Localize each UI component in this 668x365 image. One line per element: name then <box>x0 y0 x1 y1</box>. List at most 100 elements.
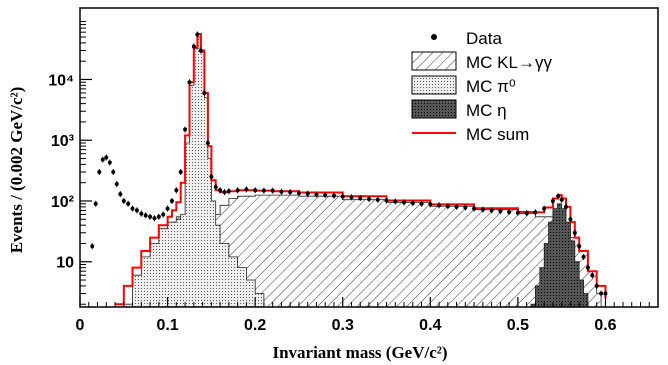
data-point <box>222 190 227 195</box>
x-axis-title: Invariant mass (GeV/c²) <box>272 343 447 362</box>
x-tick-label: 0 <box>76 317 85 334</box>
legend-item: MC η <box>411 99 507 120</box>
data-point <box>161 212 166 217</box>
data-point <box>367 196 371 201</box>
data-point <box>218 188 223 193</box>
data-point <box>104 155 109 160</box>
data-point <box>90 244 95 249</box>
legend-dots-swatch <box>411 75 457 95</box>
x-tick-label: 0.6 <box>594 317 616 334</box>
legend-hatch-swatch <box>411 51 457 71</box>
data-point <box>121 198 126 203</box>
data-point <box>542 206 547 211</box>
legend-label: MC sum <box>466 125 529 144</box>
data-point <box>524 211 529 216</box>
x-tick-label: 0.1 <box>156 317 178 334</box>
data-point <box>393 199 398 204</box>
data-point <box>437 203 442 208</box>
data-point <box>152 216 157 221</box>
data-point <box>253 188 258 193</box>
series-dense-area <box>530 203 589 308</box>
data-point <box>134 208 139 213</box>
legend-dense-swatch <box>411 99 457 119</box>
legend-label: MC π⁰ <box>466 77 516 96</box>
data-point <box>340 194 345 199</box>
data-point <box>198 48 203 53</box>
data-point <box>358 195 363 200</box>
data-point <box>594 283 599 288</box>
data-point <box>349 195 354 200</box>
data-point <box>568 217 573 222</box>
data-point <box>191 44 196 49</box>
data-point <box>559 197 564 202</box>
legend: Data MC KL→γγ MC π⁰ MC η MC sum <box>411 29 552 144</box>
legend-item: Data <box>431 29 502 48</box>
data-point <box>572 230 577 235</box>
data-point <box>148 214 153 219</box>
y-tick-label: 10 <box>56 255 74 272</box>
data-point <box>402 200 407 205</box>
data-point <box>384 198 389 203</box>
data-point <box>165 206 170 211</box>
x-tick-label: 0.2 <box>244 317 266 334</box>
data-point <box>419 201 424 206</box>
data-point <box>205 141 210 146</box>
data-point <box>118 192 123 197</box>
legend-label: MC KL→γγ <box>466 53 552 72</box>
data-point <box>585 265 590 270</box>
data-point <box>410 201 415 206</box>
data-point <box>507 209 512 214</box>
data-point <box>296 191 301 196</box>
axis-tick-labels: 0 0.1 0.2 0.3 0.4 0.5 0.6 10 10² 10³ 10⁴ <box>48 72 616 334</box>
data-points <box>90 31 608 297</box>
data-point <box>100 157 105 162</box>
data-point <box>323 193 328 198</box>
x-tick-label: 0.4 <box>419 317 441 334</box>
legend-item: MC sum <box>412 125 529 144</box>
data-point <box>581 254 586 259</box>
x-tick-label: 0.3 <box>332 317 354 334</box>
data-point <box>590 273 595 278</box>
legend-label: MC η <box>466 101 507 120</box>
data-point <box>107 160 112 165</box>
data-point <box>270 188 275 193</box>
y-tick-label: 10³ <box>51 133 74 150</box>
data-point <box>209 174 214 179</box>
data-point <box>111 169 116 174</box>
legend-item: MC π⁰ <box>411 75 516 96</box>
data-point <box>577 244 582 249</box>
data-point <box>454 204 459 209</box>
data-point <box>244 187 249 192</box>
data-point <box>550 198 555 203</box>
data-point <box>375 197 380 202</box>
data-point <box>556 194 561 199</box>
data-point <box>195 32 200 37</box>
data-point <box>139 211 144 216</box>
data-point <box>515 210 520 215</box>
axis-ticks <box>79 20 650 307</box>
data-point <box>261 188 266 193</box>
data-point <box>428 202 433 207</box>
data-point <box>93 201 98 206</box>
data-point <box>156 214 161 219</box>
data-point <box>114 182 119 187</box>
histogram-fills <box>123 36 602 308</box>
data-point <box>288 190 293 195</box>
y-tick-label: 10⁴ <box>48 72 74 89</box>
data-point <box>564 204 569 209</box>
data-point <box>169 198 174 203</box>
data-point <box>126 201 131 206</box>
data-point <box>174 188 179 193</box>
data-point <box>445 204 450 209</box>
data-point <box>305 191 310 196</box>
data-point <box>480 207 485 212</box>
data-point <box>130 206 135 211</box>
data-point <box>489 208 494 213</box>
data-point <box>498 209 503 214</box>
data-point <box>603 291 608 296</box>
data-point <box>314 192 319 197</box>
data-point <box>143 213 148 218</box>
x-tick-label: 0.5 <box>507 317 529 334</box>
y-axis-title: Events / (0.002 GeV/c²) <box>7 87 26 254</box>
